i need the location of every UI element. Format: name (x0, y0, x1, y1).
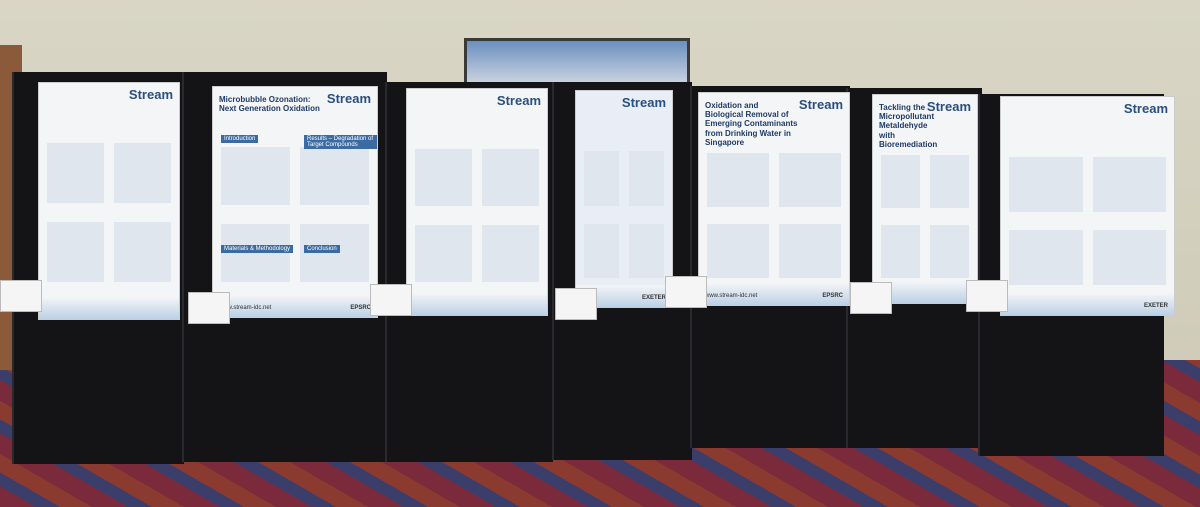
content-block (300, 224, 369, 283)
content-block (707, 153, 769, 207)
poster-wave (39, 297, 179, 319)
poster-logo: EPSRC (822, 293, 843, 299)
content-block (415, 225, 472, 282)
content-block (1092, 230, 1166, 286)
content-block (629, 223, 664, 279)
content-block (1009, 157, 1083, 212)
content-block (415, 149, 472, 206)
poster: Stream (406, 88, 548, 316)
content-block (1009, 230, 1083, 286)
content-block (629, 151, 664, 206)
poster-header: Stream (798, 97, 843, 112)
poster-title: Oxidation and Biological Removal of Emer… (705, 101, 798, 147)
poster-wave (576, 285, 672, 307)
poster-header: Stream (496, 93, 541, 108)
leaflet-box (370, 284, 412, 316)
poster-wave (213, 295, 377, 317)
poster: Stream EXETER (575, 90, 673, 308)
poster-wave (1001, 293, 1174, 315)
content-block (482, 149, 539, 206)
leaflet-box (665, 276, 707, 308)
poster: Stream Tackling the Micropollutant Metald… (872, 94, 978, 304)
poster-logo: EPSRC (350, 305, 371, 311)
content-block (881, 155, 920, 208)
content-block (1092, 157, 1166, 212)
content-block (779, 224, 841, 278)
content-block (114, 222, 171, 282)
poster: Stream Oxidation and Biological Removal o… (698, 92, 850, 306)
leaflet-box (850, 282, 892, 314)
leaflet-box (966, 280, 1008, 312)
content-block (114, 143, 171, 203)
poster-logo: EXETER (1143, 303, 1168, 309)
leaflet-box (188, 292, 230, 324)
content-block (584, 223, 619, 279)
poster: Stream Microbubble Ozonation: Next Genera… (212, 86, 378, 318)
section-heading: Materials & Methodology (221, 245, 294, 253)
poster-title: Tackling the Micropollutant Metaldehyde … (879, 103, 938, 149)
content-block (300, 147, 369, 205)
content-block (930, 225, 969, 278)
content-block (482, 225, 539, 282)
content-block (221, 147, 290, 205)
content-block (881, 225, 920, 278)
poster-header: Stream (128, 87, 173, 102)
poster-footer: www.stream-idc.net (219, 305, 272, 311)
poster-header: Stream (326, 91, 371, 106)
poster-header: Stream (1123, 101, 1168, 116)
section-heading: Results – Degradation of Target Compound… (304, 135, 377, 149)
section-heading: Introduction (221, 135, 259, 143)
content-block (47, 143, 104, 203)
content-block (221, 224, 290, 283)
poster-title: Microbubble Ozonation: Next Generation O… (219, 95, 320, 114)
poster-footer: www.stream-idc.net (705, 293, 758, 299)
poster-wave (873, 281, 977, 303)
poster-header: Stream (621, 95, 666, 110)
content-block (707, 224, 769, 278)
content-block (47, 222, 104, 282)
content-block (930, 155, 969, 208)
poster-header: Stream (926, 99, 971, 114)
poster: Stream (38, 82, 180, 320)
poster-wave (699, 283, 849, 305)
poster: Stream EXETER (1000, 96, 1175, 316)
leaflet-box (555, 288, 597, 320)
poster-logo: EXETER (641, 295, 666, 301)
section-heading: Conclusion (304, 245, 340, 253)
content-block (779, 153, 841, 207)
leaflet-box (0, 280, 42, 312)
poster-wave (407, 293, 547, 315)
content-block (584, 151, 619, 206)
